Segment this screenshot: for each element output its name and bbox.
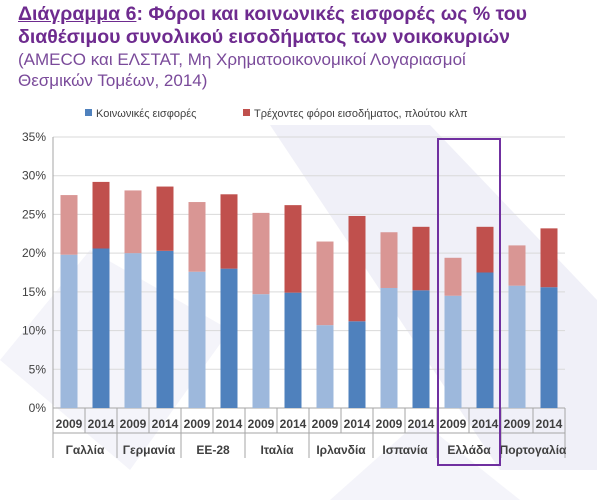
chart-header: Διάγραμμα 6: Φόροι και κοινωνικές εισφορ…	[18, 3, 588, 91]
chart-title-label: Διάγραμμα 6	[18, 3, 137, 25]
bar-current-taxes	[540, 228, 558, 288]
x-tick-label-year: 2009	[376, 417, 403, 431]
y-tick-label: 30%	[22, 169, 46, 183]
y-tick-label: 25%	[22, 207, 46, 221]
bar-social-contributions	[348, 321, 366, 408]
bar-current-taxes	[188, 202, 206, 272]
legend-social-contributions-text: Κοινωνικές εισφορές	[96, 108, 196, 120]
x-tick-label-year: 2009	[248, 417, 275, 431]
x-group-label: Πορτογαλία	[500, 443, 567, 457]
bar-social-contributions	[124, 253, 142, 408]
bar-social-contributions	[316, 325, 334, 408]
y-tick-label: 20%	[22, 246, 46, 260]
x-tick-label-year: 2014	[408, 417, 435, 431]
x-tick-label-year: 2014	[216, 417, 243, 431]
x-group-label: Ιταλία	[260, 443, 294, 457]
bar-social-contributions	[508, 285, 526, 408]
x-group-label: Γερμανία	[123, 443, 176, 457]
highlight-box-greece	[437, 138, 501, 466]
bar-current-taxes	[284, 205, 302, 293]
x-tick-label-year: 2014	[88, 417, 115, 431]
bar-current-taxes	[156, 186, 174, 251]
bar-social-contributions	[380, 287, 398, 408]
chart-title-line2: διαθέσιμου συνολικού εισοδήματος των νοι…	[18, 26, 510, 48]
bar-social-contributions	[540, 287, 558, 408]
legend-current-taxes-swatch	[243, 109, 250, 116]
x-tick-label-year: 2014	[472, 417, 499, 431]
bar-social-contributions	[60, 254, 78, 408]
bar-social-contributions	[476, 272, 494, 408]
x-tick-label-year: 2009	[184, 417, 211, 431]
bar-social-contributions	[252, 294, 270, 408]
bar-current-taxes	[124, 190, 142, 254]
bar-current-taxes	[92, 181, 110, 249]
y-tick-label: 5%	[29, 362, 47, 376]
x-group-label: Γαλλία	[66, 443, 105, 457]
y-tick-label: 0%	[29, 401, 47, 415]
bar-current-taxes	[348, 215, 366, 322]
x-tick-label-year: 2009	[504, 417, 531, 431]
x-tick-label-year: 2009	[312, 417, 339, 431]
x-tick-label-year: 2014	[280, 417, 307, 431]
y-tick-label: 35%	[22, 130, 46, 144]
bar-current-taxes	[380, 232, 398, 288]
x-tick-label-year: 2009	[440, 417, 467, 431]
bar-current-taxes	[476, 226, 494, 273]
bar-social-contributions	[188, 271, 206, 408]
x-tick-label-year: 2009	[120, 417, 147, 431]
bar-current-taxes	[316, 241, 334, 326]
chart-title: Διάγραμμα 6: Φόροι και κοινωνικές εισφορ…	[18, 3, 588, 26]
bar-current-taxes	[412, 226, 430, 291]
y-tick-label: 10%	[22, 324, 46, 338]
x-tick-label-year: 2014	[344, 417, 371, 431]
bar-social-contributions	[284, 292, 302, 408]
chart-subtitle-line1: (AMECO και ΕΛΣΤΑΤ, Μη Χρηματοοικονομικοί…	[18, 50, 466, 69]
x-group-label: Ιρλανδία	[316, 443, 366, 457]
x-group-label: Ισπανία	[382, 443, 428, 457]
chart-title-text: : Φόροι και κοινωνικές εισφορές ως % του	[136, 3, 527, 25]
x-tick-label-year: 2009	[56, 417, 83, 431]
bar-current-taxes	[252, 212, 270, 295]
bar-social-contributions	[220, 268, 238, 408]
bar-current-taxes	[444, 257, 462, 296]
bar-social-contributions	[92, 248, 110, 408]
bar-current-taxes	[60, 195, 78, 255]
bar-social-contributions	[156, 250, 174, 408]
x-tick-label-year: 2014	[152, 417, 179, 431]
bar-current-taxes	[220, 194, 238, 269]
bar-social-contributions	[444, 295, 462, 408]
bar-social-contributions	[412, 290, 430, 408]
x-group-label: Ελλάδα	[447, 443, 491, 457]
legend-current-taxes-text: Τρέχοντες φόροι εισοδήματος, πλούτου κλπ	[254, 108, 468, 120]
x-tick-label-year: 2014	[536, 417, 563, 431]
y-tick-label: 15%	[22, 285, 46, 299]
chart-subtitle-line2: Θεσμικών Τομέων, 2014)	[18, 71, 208, 90]
bar-current-taxes	[508, 245, 526, 286]
x-group-label: ΕΕ-28	[196, 443, 230, 457]
legend-social-contributions-swatch	[85, 109, 92, 116]
